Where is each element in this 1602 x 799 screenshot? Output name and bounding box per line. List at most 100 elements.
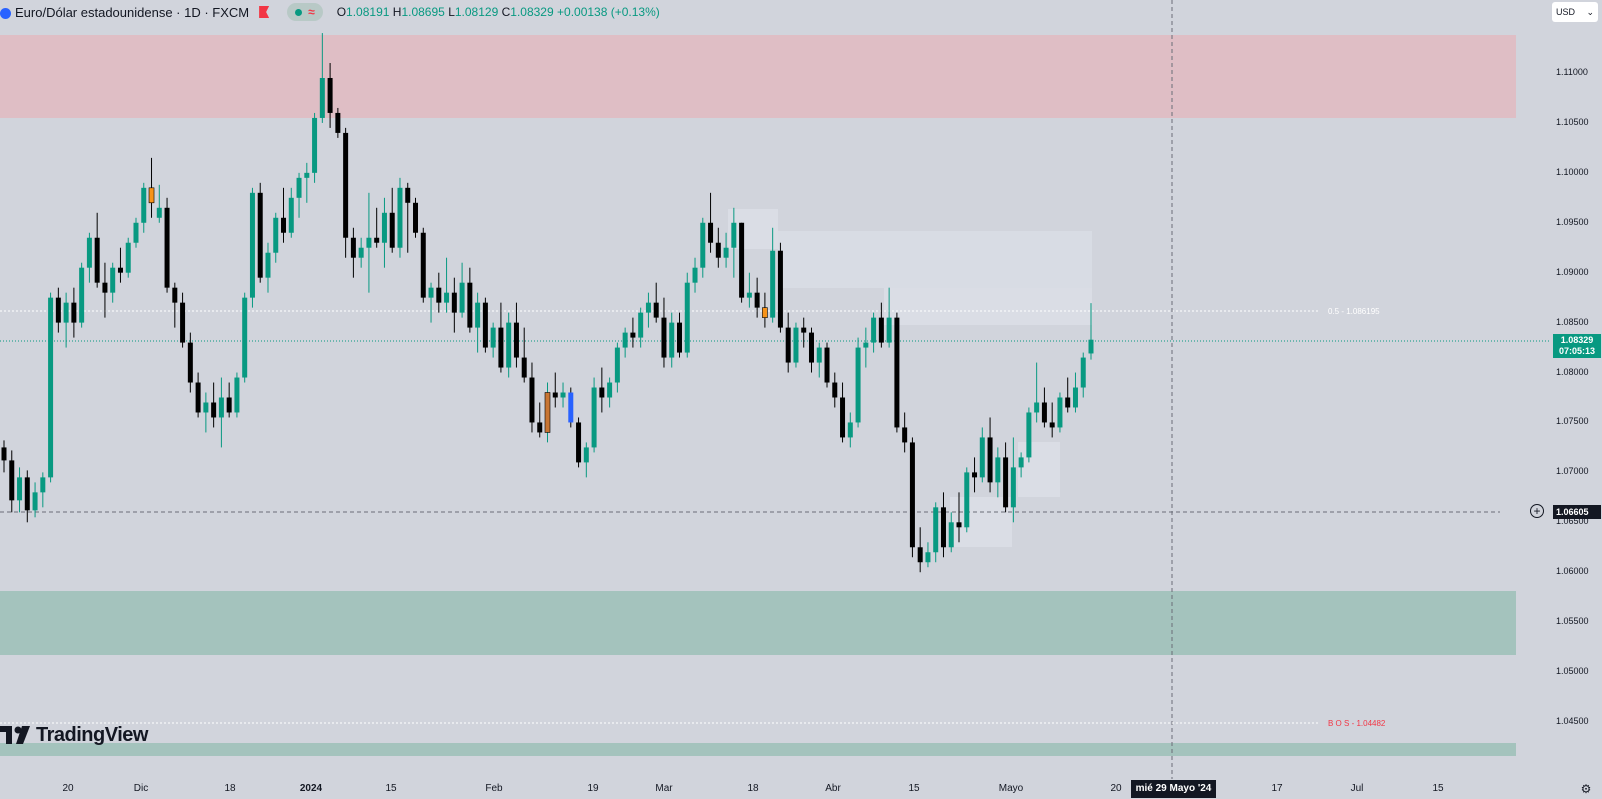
candle[interactable] [1018, 452, 1024, 478]
candle[interactable] [86, 232, 92, 283]
candle[interactable] [645, 292, 651, 328]
candle[interactable] [506, 312, 512, 378]
candle[interactable] [801, 317, 807, 348]
candle[interactable] [397, 177, 403, 258]
candle[interactable] [855, 337, 861, 428]
candle[interactable] [226, 382, 232, 418]
candle[interactable] [218, 377, 224, 448]
candle[interactable] [164, 197, 170, 293]
candle[interactable] [871, 312, 877, 353]
candle[interactable] [405, 182, 411, 253]
currency-selector[interactable]: USD ⌄ [1552, 2, 1598, 22]
candle[interactable] [319, 33, 325, 123]
candle[interactable] [366, 192, 372, 293]
candle[interactable] [902, 412, 908, 453]
candle[interactable] [1003, 442, 1009, 513]
candle[interactable] [987, 417, 993, 493]
demand-zone[interactable] [0, 591, 1516, 655]
candle[interactable] [304, 162, 310, 203]
candle[interactable] [544, 382, 551, 443]
candle[interactable] [288, 187, 294, 238]
market-status-pill[interactable]: ≈ [287, 3, 323, 21]
candle[interactable] [521, 327, 527, 383]
candle[interactable] [1034, 362, 1040, 423]
candle[interactable] [312, 112, 318, 183]
candle[interactable] [816, 342, 822, 378]
candle[interactable] [234, 372, 240, 418]
candle[interactable] [591, 377, 597, 453]
candle[interactable] [420, 227, 426, 303]
candle[interactable] [273, 212, 279, 263]
candle[interactable] [840, 382, 846, 443]
candle[interactable] [863, 327, 869, 368]
candle[interactable] [156, 184, 162, 223]
candle[interactable] [933, 502, 939, 563]
candle[interactable] [94, 212, 100, 288]
candle[interactable] [249, 187, 255, 308]
time-axis[interactable]: 20 Dic 18 2024 15 Feb 19 Mar 18 Abr 15 Mayo 20 17 Jul 1… [0, 779, 1550, 799]
candle[interactable] [948, 512, 954, 553]
candle[interactable] [102, 262, 108, 318]
candle[interactable] [824, 342, 830, 388]
candle[interactable] [17, 467, 23, 513]
add-alert-plus-icon[interactable]: + [1530, 504, 1544, 518]
candle[interactable] [343, 127, 349, 258]
candle[interactable] [1080, 352, 1086, 398]
candle[interactable] [9, 450, 15, 513]
candle[interactable] [242, 292, 248, 383]
candle[interactable] [55, 287, 61, 333]
candle[interactable] [358, 237, 364, 268]
supply-zone[interactable] [0, 35, 1516, 118]
candle[interactable] [630, 317, 636, 348]
candle[interactable] [79, 262, 85, 328]
candle[interactable] [568, 387, 574, 428]
candle[interactable] [71, 287, 77, 338]
candle[interactable] [607, 377, 613, 408]
candle[interactable] [1049, 402, 1055, 438]
candle[interactable] [374, 207, 380, 248]
candle[interactable] [940, 492, 946, 558]
candle[interactable] [972, 457, 978, 493]
candle[interactable] [1072, 372, 1078, 413]
candle[interactable] [110, 262, 116, 303]
candle[interactable] [576, 417, 582, 468]
candle[interactable] [257, 182, 263, 283]
candle[interactable] [909, 437, 915, 558]
candle[interactable] [638, 307, 644, 348]
candle[interactable] [762, 292, 768, 328]
candle[interactable] [785, 312, 791, 373]
candle[interactable] [770, 227, 776, 323]
candle[interactable] [413, 197, 419, 238]
candle[interactable] [653, 282, 659, 323]
candle[interactable] [141, 182, 147, 233]
candle[interactable] [995, 447, 1001, 498]
candle[interactable] [459, 262, 465, 318]
candle[interactable] [723, 232, 729, 268]
candle[interactable] [195, 372, 201, 418]
candle[interactable] [808, 327, 814, 373]
candle[interactable] [537, 402, 543, 438]
flag-icon[interactable] [259, 6, 270, 18]
candle[interactable] [428, 282, 434, 323]
candle[interactable] [684, 272, 690, 358]
candle[interactable] [498, 302, 504, 373]
candle[interactable] [894, 312, 900, 433]
candle[interactable] [708, 192, 714, 253]
candle[interactable] [529, 362, 535, 433]
candle[interactable] [389, 187, 395, 253]
candle[interactable] [63, 292, 69, 348]
price-axis[interactable]: 1.11000 1.10500 1.10000 1.09500 1.09000 1.085… [1550, 0, 1602, 779]
candle[interactable] [265, 242, 271, 293]
settings-gear-icon[interactable]: ⚙ [1580, 782, 1592, 796]
candle[interactable] [847, 412, 853, 448]
candle[interactable] [700, 217, 706, 278]
candle[interactable] [832, 372, 838, 408]
candle[interactable] [482, 297, 488, 353]
candle[interactable] [1065, 377, 1071, 413]
candle[interactable] [32, 482, 38, 518]
candle[interactable] [878, 302, 884, 348]
candle[interactable] [350, 227, 356, 278]
candle[interactable] [513, 302, 519, 368]
candle[interactable] [475, 292, 481, 353]
candle[interactable] [203, 392, 209, 433]
